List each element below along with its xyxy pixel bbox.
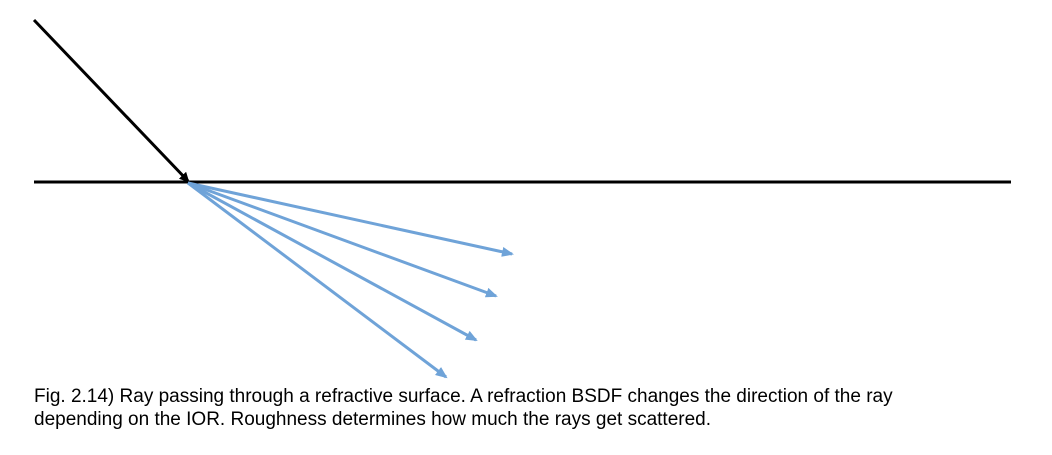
refracted-ray-2 [187, 181, 498, 298]
refracted-ray-4 [187, 181, 448, 379]
refracted-ray-3 [187, 181, 478, 342]
refracted-ray-1 [187, 181, 514, 257]
incident-ray-arrow [32, 18, 190, 183]
caption-line-1: Fig. 2.14) Ray passing through a refract… [34, 386, 893, 407]
figure-caption: Fig. 2.14) Ray passing through a refract… [34, 385, 1034, 431]
refraction-diagram [32, 18, 1011, 379]
caption-line-2: depending on the IOR. Roughness determin… [34, 409, 712, 430]
